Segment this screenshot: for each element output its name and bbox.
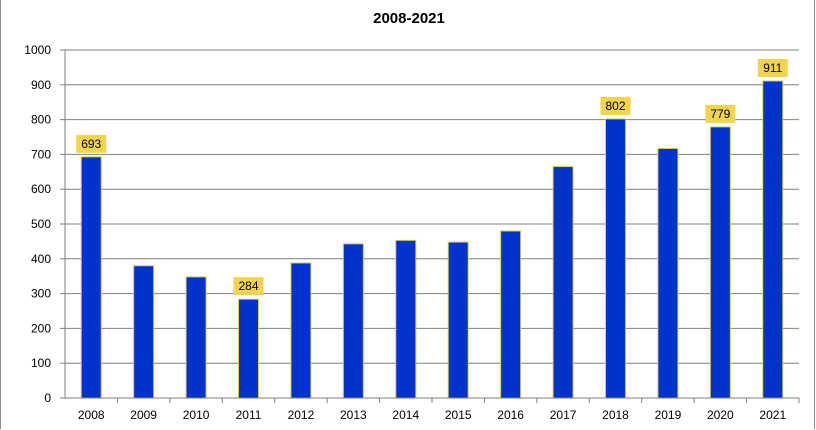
gridlines: [65, 49, 799, 399]
bar-2018: [605, 118, 626, 399]
bar-2019: [657, 147, 679, 399]
x-tick-label: 2012: [288, 408, 315, 422]
data-label-box: [757, 58, 788, 77]
bar-2012: [290, 262, 312, 399]
y-tick-label: 900: [31, 78, 51, 92]
x-tick-label: 2021: [759, 408, 786, 422]
data-labels: 693 284 802 779 911: [76, 58, 788, 296]
y-tick-label: 500: [31, 217, 51, 231]
data-label: 779: [710, 107, 730, 121]
bar-2021: [762, 80, 784, 399]
y-axis-ticks: 0 100 200 300 400 500 600 700 800 900 1000: [24, 43, 66, 405]
bar-2009: [133, 265, 155, 399]
x-tick-label: 2010: [183, 408, 210, 422]
bar-2011: [238, 298, 259, 399]
data-label: 284: [238, 279, 258, 293]
y-tick-label: 100: [31, 356, 51, 370]
bar-2013: [342, 243, 364, 399]
bar-2008: [80, 156, 102, 399]
bar-2015: [447, 241, 469, 399]
x-tick-label: 2009: [130, 408, 157, 422]
data-label-box: [233, 277, 264, 296]
data-label: 693: [81, 137, 101, 151]
y-tick-label: 800: [31, 113, 51, 127]
x-tick-label: 2013: [340, 408, 367, 422]
x-tick-label: 2015: [445, 408, 472, 422]
bar-2016: [500, 230, 522, 399]
data-label-box: [705, 104, 736, 123]
y-tick-label: 400: [31, 252, 51, 266]
data-label: 802: [605, 99, 625, 113]
y-tick-label: 300: [31, 287, 51, 301]
bars: [80, 80, 784, 399]
x-tick-label: 2014: [392, 408, 419, 422]
x-tick-label: 2018: [602, 408, 629, 422]
chart-title: 2008-2021: [373, 10, 445, 27]
x-tick-label: 2020: [707, 408, 734, 422]
bar-2020: [709, 126, 731, 399]
y-tick-label: 600: [31, 182, 51, 196]
data-label-box: [600, 96, 631, 115]
y-tick-label: 1000: [24, 43, 51, 57]
x-tick-label: 2011: [236, 408, 262, 422]
x-tick-label: 2016: [497, 408, 524, 422]
data-label: 911: [763, 61, 782, 75]
y-tick-label: 700: [31, 147, 51, 161]
x-tick-label: 2017: [550, 408, 577, 422]
x-tick-label: 2008: [78, 408, 105, 422]
bar-2010: [185, 276, 207, 399]
y-tick-label: 200: [31, 321, 51, 335]
x-axis-ticks: 2008 2009 2010 2011 2012 2013 2014 2015 2016 2017…: [65, 397, 800, 422]
y-tick-label: 0: [44, 391, 51, 405]
bar-2014: [395, 239, 417, 399]
data-label-box: [76, 134, 107, 153]
x-tick-label: 2019: [655, 408, 682, 422]
bar-2017: [552, 166, 574, 399]
